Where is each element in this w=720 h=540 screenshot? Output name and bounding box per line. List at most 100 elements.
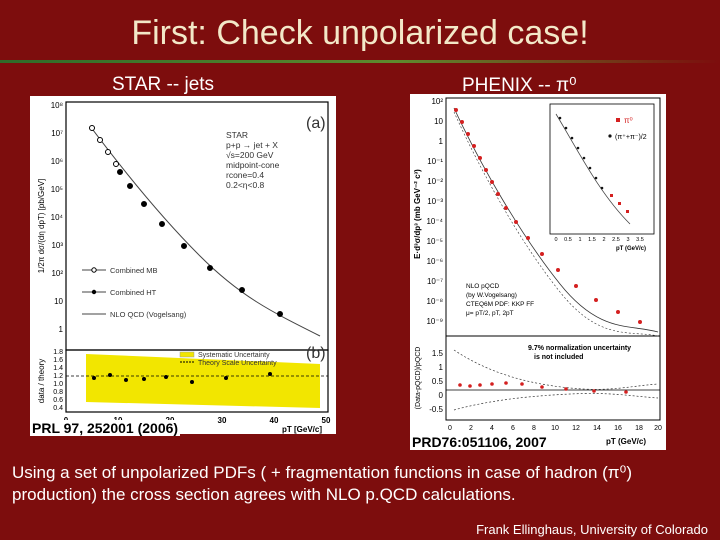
phenix-ytick: 10	[434, 117, 443, 126]
star-ytick: 10⁶	[51, 157, 63, 166]
phenix-nlo-text: (by W.Vogelsang)	[466, 292, 517, 299]
phenix-ratio-frame	[445, 335, 661, 421]
star-info-line: √s=200 GeV	[226, 150, 274, 160]
phenix-xtick: 2	[469, 425, 473, 432]
phenix-ratio-point	[490, 382, 494, 386]
phenix-inset-xtick: 2	[602, 237, 605, 243]
star-ratio-point	[164, 375, 168, 379]
star-ht-point	[207, 265, 213, 271]
phenix-inset-xtick: 0	[554, 237, 557, 243]
star-ytick: 10	[54, 297, 63, 306]
phenix-ratio-point	[520, 382, 524, 386]
phenix-pi0-point	[472, 144, 476, 148]
phenix-pi0-point	[478, 156, 482, 160]
star-legend-mb: Combined MB	[110, 266, 158, 275]
star-ht-point	[239, 287, 245, 293]
phenix-inset-legend-pipm: (π⁺+π⁻)/2	[615, 134, 647, 141]
phenix-inset-xtick: 0.5	[564, 237, 572, 243]
phenix-ratio-tick: 0	[439, 391, 444, 400]
star-ratio-tick: 1.2	[53, 373, 63, 380]
phenix-nlo-curve-scale	[453, 111, 659, 337]
phenix-ytick: 10⁻⁷	[427, 277, 443, 286]
phenix-nlo-text: NLO pQCD	[466, 283, 500, 290]
phenix-ratio-point	[540, 385, 544, 389]
phenix-norm-text: is not included	[534, 354, 583, 361]
star-ratio-tick: 0.8	[53, 389, 63, 396]
phenix-reference: PRD76:051106, 2007	[410, 434, 549, 450]
phenix-ytick: 10⁻⁴	[426, 217, 443, 226]
phenix-xlabel: pT (GeV/c)	[606, 437, 646, 446]
phenix-pi0-point	[490, 180, 494, 184]
phenix-inset-xtick: 1.5	[588, 237, 596, 243]
star-ht-point	[181, 243, 187, 249]
star-ratio-point	[92, 376, 96, 380]
star-legend-ht: Combined HT	[110, 288, 157, 297]
star-label: STAR -- jets	[112, 74, 215, 95]
phenix-pi0-point	[594, 298, 598, 302]
phenix-ratio-tick: 0.5	[432, 377, 444, 386]
phenix-ratio-point	[458, 383, 462, 387]
phenix-inset-point	[582, 156, 586, 160]
phenix-xtick: 10	[551, 425, 559, 432]
star-ratio-point	[190, 380, 194, 384]
star-mb-point	[97, 137, 103, 143]
phenix-xtick: 18	[635, 425, 643, 432]
title-rule	[0, 60, 720, 63]
phenix-ytick: 10⁻⁶	[427, 257, 443, 266]
phenix-xtick: 12	[572, 425, 580, 432]
star-ratio-tick: 1.4	[53, 365, 63, 372]
phenix-ratio-point	[624, 390, 628, 394]
star-ht-point	[127, 183, 133, 189]
phenix-ytick: 10⁻⁸	[427, 297, 444, 306]
phenix-pi0-point	[496, 192, 500, 196]
phenix-inset-legend-pi0-marker	[616, 118, 620, 122]
phenix-inset-point	[594, 176, 598, 180]
phenix-xtick: 16	[614, 425, 622, 432]
phenix-ytick: 10⁻³	[427, 197, 443, 206]
star-ytick: 10⁵	[51, 185, 63, 194]
phenix-label: PHENIX -- π⁰	[462, 75, 577, 96]
phenix-inset-point	[564, 126, 568, 130]
star-info-line: 0.2<η<0.8	[226, 180, 265, 190]
star-panel-b: (b)	[306, 345, 326, 362]
star-info-line: p+p → jet + X	[226, 140, 278, 150]
phenix-inset-pi0	[610, 194, 613, 197]
phenix-inset-frame	[549, 103, 655, 235]
phenix-ytick: 10⁻²	[427, 177, 443, 186]
star-xtick: 40	[270, 416, 279, 425]
star-xtick: 50	[322, 416, 331, 425]
star-ratio-tick: 0.6	[53, 397, 63, 404]
phenix-ratio-ylabel: (Data-pQCD)/pQCD	[415, 347, 422, 410]
phenix-inset-legend-pipm-marker	[608, 134, 612, 138]
phenix-xtick: 14	[593, 425, 601, 432]
phenix-pi0-point	[556, 268, 560, 272]
star-sys-band	[86, 354, 320, 408]
phenix-xtick: 20	[654, 425, 662, 432]
phenix-nlo-text: CTEQ6M PDF: KKP FF	[466, 301, 534, 308]
phenix-pi0-point	[526, 236, 530, 240]
star-info-line: midpoint-cone	[226, 160, 280, 170]
phenix-pi0-point	[504, 206, 508, 210]
star-ht-point	[159, 221, 165, 227]
star-ratio-tick: 1.0	[53, 381, 63, 388]
phenix-inset-pi0	[626, 210, 629, 213]
phenix-ratio-point	[468, 384, 472, 388]
phenix-xtick: 4	[490, 425, 494, 432]
phenix-pi0-point	[540, 252, 544, 256]
star-ytick: 1	[59, 325, 64, 334]
phenix-inset-point	[588, 166, 592, 170]
star-ratio-legend-theory: Theory Scale Uncertainty	[198, 360, 277, 367]
phenix-pi0-point	[574, 284, 578, 288]
star-xtick: 30	[218, 416, 227, 425]
phenix-plot: E·d³σ/dp³ (mb GeV⁻² c³) (Data-pQCD)/pQCD…	[410, 94, 666, 450]
star-nlo-curve	[89, 125, 321, 337]
footer-credit: Frank Ellinghaus, University of Colorado	[476, 522, 708, 537]
star-ht-point	[117, 169, 123, 175]
star-ratio-point	[224, 376, 228, 380]
slide-title: First: Check unpolarized case!	[131, 14, 589, 52]
star-ytick: 10³	[51, 241, 63, 250]
star-ratio-legend-sys: Systematic Uncertainty	[198, 352, 270, 359]
phenix-pi0-point	[466, 132, 470, 136]
star-ratio-legend-swatch	[179, 351, 195, 358]
star-main-frame	[65, 101, 329, 351]
